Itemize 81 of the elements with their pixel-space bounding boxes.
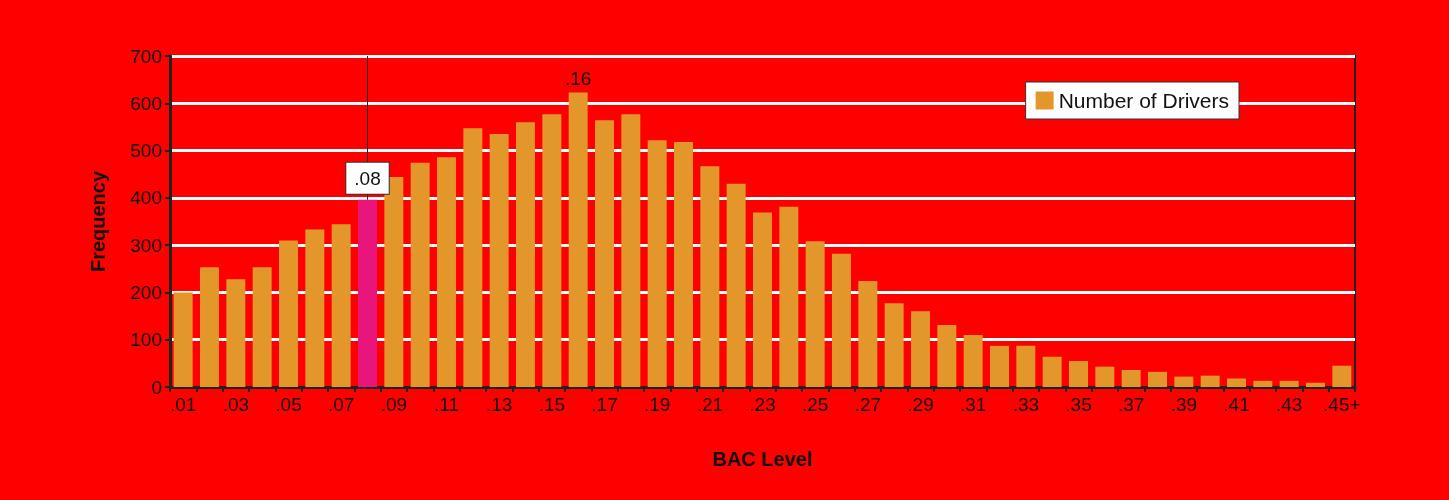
bar <box>542 114 562 387</box>
x-tick-label: .09 <box>380 394 408 415</box>
x-tick-label: .39 <box>1170 394 1198 415</box>
bar <box>1332 365 1352 387</box>
bar <box>779 206 799 387</box>
bar <box>1306 382 1325 387</box>
bar <box>858 281 878 387</box>
annotation: .16 <box>564 68 592 90</box>
bar <box>937 325 957 387</box>
bar <box>1227 378 1246 387</box>
bar <box>1069 360 1088 387</box>
bar <box>1121 369 1141 387</box>
bar <box>1253 380 1273 387</box>
bar <box>595 120 614 387</box>
bar <box>200 267 219 387</box>
annotation: .08 <box>354 167 381 189</box>
bar <box>674 142 693 387</box>
y-tick-label: 100 <box>130 329 162 351</box>
bar <box>384 177 404 387</box>
x-tick-label: .11 <box>433 394 460 415</box>
bar <box>252 267 272 387</box>
x-tick-label: .45+ <box>1323 394 1361 415</box>
bar <box>805 241 825 387</box>
x-tick-label: .43 <box>1275 394 1303 415</box>
x-tick-label: .31 <box>959 394 987 415</box>
bar <box>990 345 1009 387</box>
x-tick-label: .13 <box>485 394 513 415</box>
bar <box>226 279 246 387</box>
x-tick-label: .07 <box>327 394 355 415</box>
bar <box>1042 356 1062 387</box>
bar <box>463 128 483 387</box>
x-tick-label: .05 <box>275 394 302 415</box>
x-tick-label: .01 <box>169 394 197 415</box>
x-tick-label: .35 <box>1065 394 1092 415</box>
bar <box>279 240 298 387</box>
y-tick-label: 700 <box>130 45 162 67</box>
bar <box>884 303 904 387</box>
y-axis-title: Frequency <box>87 170 109 273</box>
x-tick-label: .29 <box>907 394 934 415</box>
x-tick-label: .19 <box>643 394 671 415</box>
bar <box>726 183 746 387</box>
bar <box>437 157 456 387</box>
bar <box>700 166 720 387</box>
legend-label: Number of Drivers <box>1058 89 1230 112</box>
bar <box>621 114 641 387</box>
x-tick-label: .15 <box>538 394 566 415</box>
x-tick-label: .33 <box>1012 394 1040 415</box>
bar <box>753 212 772 387</box>
bar <box>647 140 667 387</box>
bar <box>1016 345 1036 387</box>
bar <box>489 134 509 387</box>
bar <box>1174 376 1194 387</box>
x-tick-label: .17 <box>591 394 618 415</box>
bar <box>516 122 535 387</box>
y-tick-label: 600 <box>130 92 162 114</box>
bar <box>911 311 930 387</box>
bar <box>1200 375 1220 387</box>
bar <box>1279 380 1299 387</box>
x-tick-label: .21 <box>696 394 724 415</box>
bar <box>1095 366 1115 387</box>
bar <box>832 253 851 387</box>
bar <box>173 292 193 387</box>
bar <box>358 199 377 387</box>
bar <box>963 334 983 387</box>
y-tick-label: 300 <box>130 234 162 256</box>
x-tick-label: .27 <box>854 394 882 415</box>
bar <box>568 92 588 387</box>
x-tick-label: .37 <box>1117 394 1145 415</box>
y-tick-label: 400 <box>130 187 162 209</box>
x-tick-label: .41 <box>1223 394 1250 415</box>
x-axis-title: BAC Level <box>712 448 813 470</box>
y-tick-label: 0 <box>151 376 162 398</box>
y-tick-label: 500 <box>130 140 162 162</box>
x-tick-label: .25 <box>801 394 829 415</box>
bar <box>410 162 430 387</box>
x-tick-label: .03 <box>222 394 250 415</box>
bar <box>305 229 325 387</box>
x-tick-label: .23 <box>749 394 776 415</box>
bar <box>331 224 351 387</box>
y-tick-label: 200 <box>130 281 162 303</box>
bar <box>1148 371 1167 387</box>
